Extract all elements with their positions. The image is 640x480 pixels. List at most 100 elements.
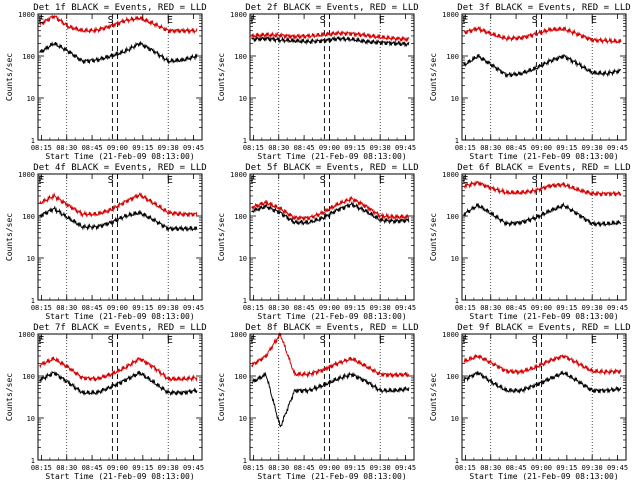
panel-5: Det 5f BLACK = Events, RED = LLD 1 10 100 10… xyxy=(217,163,419,321)
x-tick-label: 09:00 xyxy=(107,304,128,312)
orbit-marker-e: E xyxy=(591,175,597,186)
orbit-marker-s: S xyxy=(532,15,538,26)
orbit-marker-e: E xyxy=(167,15,173,26)
y-tick-label: 100 xyxy=(234,53,247,61)
x-tick-label: 08:45 xyxy=(506,304,527,312)
orbit-marker-s: S xyxy=(320,335,326,346)
x-tick-label: 08:30 xyxy=(268,464,289,472)
y-tick-label: 1000 xyxy=(18,171,35,179)
x-tick-label: 08:45 xyxy=(82,144,103,152)
x-tick-label: 09:45 xyxy=(395,304,416,312)
x-tick-label: 09:45 xyxy=(183,304,204,312)
y-tick-label: 1 xyxy=(243,137,247,145)
x-tick-label: 08:30 xyxy=(56,464,77,472)
y-tick-label: 10 xyxy=(27,255,35,263)
y-tick-label: 1 xyxy=(31,297,35,305)
x-tick-label: 09:45 xyxy=(607,304,628,312)
orbit-marker-s: S xyxy=(320,15,326,26)
y-tick-label: 10 xyxy=(239,415,247,423)
orbit-marker-e: E xyxy=(379,175,385,186)
chart-title: Det 5f BLACK = Events, RED = LLD xyxy=(245,163,418,173)
series-line-lld xyxy=(251,331,410,379)
orbit-marker-e: E xyxy=(167,335,173,346)
x-tick-label: 09:45 xyxy=(395,464,416,472)
panel-4: Det 4f BLACK = Events, RED = LLD 1 10 100 10… xyxy=(5,163,207,321)
y-axis-label: Counts/sec xyxy=(429,213,438,261)
y-tick-label: 1000 xyxy=(18,331,35,339)
orbit-marker-s: S xyxy=(532,335,538,346)
y-tick-label: 100 xyxy=(446,53,459,61)
y-tick-label: 1000 xyxy=(442,171,459,179)
x-tick-label: 09:30 xyxy=(370,144,391,152)
panel-1: Det 1f BLACK = Events, RED = LLD 1 10 100 10… xyxy=(5,3,207,161)
orbit-marker-e: E xyxy=(167,175,173,186)
y-tick-label: 100 xyxy=(234,373,247,381)
plot-frame xyxy=(249,173,415,301)
panel-6: Det 6f BLACK = Events, RED = LLD 1 10 100 10… xyxy=(429,163,631,321)
plot-frame xyxy=(461,173,627,301)
y-tick-label: 10 xyxy=(239,255,247,263)
orbit-marker-s: S xyxy=(532,175,538,186)
x-tick-label: 08:45 xyxy=(294,464,315,472)
y-axis-label: Counts/sec xyxy=(217,53,226,101)
y-tick-label: 100 xyxy=(446,373,459,381)
orbit-marker-e: E xyxy=(379,335,385,346)
chart-title: Det 2f BLACK = Events, RED = LLD xyxy=(245,3,418,13)
x-tick-label: 09:15 xyxy=(556,464,577,472)
orbit-marker-s: S xyxy=(108,15,114,26)
x-tick-label: 08:15 xyxy=(455,304,476,312)
orbit-marker-s: S xyxy=(108,175,114,186)
y-tick-label: 10 xyxy=(451,95,459,103)
series-line-lld xyxy=(39,191,198,219)
x-tick-label: 08:30 xyxy=(56,304,77,312)
series-line-lld xyxy=(251,29,410,43)
x-tick-label: 09:00 xyxy=(319,144,340,152)
plot-frame xyxy=(37,173,203,301)
orbit-marker-e: E xyxy=(250,175,256,186)
orbit-marker-e: E xyxy=(591,335,597,346)
x-tick-label: 08:15 xyxy=(243,144,264,152)
y-tick-label: 1 xyxy=(455,297,459,305)
panel-8: Det 8f BLACK = Events, RED = LLD 1 10 100 10… xyxy=(217,323,419,480)
series-line-events xyxy=(251,35,410,48)
series-line-lld xyxy=(39,356,198,383)
x-tick-label: 09:00 xyxy=(319,304,340,312)
x-tick-label: 09:30 xyxy=(370,464,391,472)
x-tick-label: 08:15 xyxy=(31,144,52,152)
y-tick-label: 100 xyxy=(22,373,35,381)
y-tick-label: 1 xyxy=(31,137,35,145)
orbit-marker-e: E xyxy=(38,335,44,346)
x-axis-label: Start Time (21-Feb-09 08:13:00) xyxy=(45,472,194,480)
y-tick-label: 1 xyxy=(455,137,459,145)
x-tick-label: 08:15 xyxy=(243,464,264,472)
series-line-events xyxy=(463,53,621,78)
x-tick-label: 09:15 xyxy=(344,464,365,472)
x-tick-label: 08:30 xyxy=(56,144,77,152)
plot-frame xyxy=(461,333,627,461)
x-tick-label: 08:30 xyxy=(480,304,501,312)
x-axis-label: Start Time (21-Feb-09 08:13:00) xyxy=(45,152,194,161)
x-tick-label: 09:45 xyxy=(607,144,628,152)
x-tick-label: 08:45 xyxy=(82,304,103,312)
x-tick-label: 09:15 xyxy=(132,304,153,312)
x-tick-label: 09:45 xyxy=(607,464,628,472)
x-tick-label: 09:30 xyxy=(370,304,391,312)
series-line-lld xyxy=(251,196,410,222)
y-tick-label: 100 xyxy=(22,213,35,221)
chart-title: Det 6f BLACK = Events, RED = LLD xyxy=(457,163,630,173)
chart-title: Det 8f BLACK = Events, RED = LLD xyxy=(245,323,418,333)
x-axis-label: Start Time (21-Feb-09 08:13:00) xyxy=(257,472,406,480)
chart-title: Det 3f BLACK = Events, RED = LLD xyxy=(457,3,630,13)
y-axis-label: Counts/sec xyxy=(429,373,438,421)
x-tick-label: 08:15 xyxy=(31,464,52,472)
orbit-marker-e: E xyxy=(38,175,44,186)
orbit-marker-e: E xyxy=(250,335,256,346)
x-axis-label: Start Time (21-Feb-09 08:13:00) xyxy=(257,152,406,161)
chart-title: Det 9f BLACK = Events, RED = LLD xyxy=(457,323,630,333)
x-tick-label: 08:30 xyxy=(268,304,289,312)
x-tick-label: 09:30 xyxy=(582,144,603,152)
x-tick-label: 09:30 xyxy=(158,144,179,152)
x-axis-label: Start Time (21-Feb-09 08:13:00) xyxy=(469,312,618,321)
panel-7: Det 7f BLACK = Events, RED = LLD 1 10 100 10… xyxy=(5,323,207,480)
